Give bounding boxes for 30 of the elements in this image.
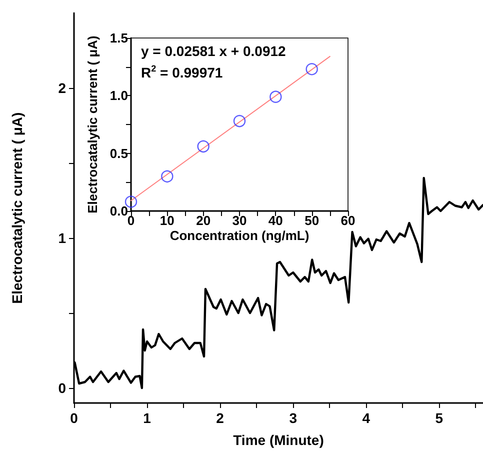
x-tick-label: 0: [70, 410, 78, 426]
x-tick-label: 10: [160, 213, 174, 228]
x-tick-label: 60: [340, 213, 356, 228]
x-tick-label: 30: [232, 213, 247, 228]
x-tick-label: 1: [143, 410, 152, 426]
y-tick-label: 1.5: [110, 30, 128, 46]
y-axis-title: Electrocatalytic current ( μA): [9, 112, 25, 304]
y-tick-label: 2: [58, 80, 66, 96]
point: [270, 90, 282, 103]
x-tick-label: 40: [268, 213, 283, 228]
y-axis-title: Electrocatalytic current ( μA): [85, 36, 100, 214]
x-tick-label: 4: [362, 410, 370, 426]
point: [124, 196, 138, 208]
x-tick-label: 2: [216, 410, 224, 426]
x-tick-label: 3: [289, 410, 298, 426]
x-tick-label: 5: [435, 410, 444, 426]
x-tick-label: 20: [196, 213, 211, 228]
point: [161, 170, 174, 182]
point: [197, 140, 210, 153]
annotation: y = 0.02581 x + 0.0912: [141, 43, 286, 59]
y-tick-label: 0.0: [110, 204, 128, 218]
y-tick-label: 1.0: [110, 88, 128, 104]
point: [233, 114, 246, 128]
x-tick-label: 50: [304, 213, 320, 228]
x-axis-title: Time (Minute): [233, 432, 324, 448]
y-tick-label: 1: [58, 230, 66, 246]
y-tick-label: 0.5: [110, 146, 128, 161]
point: [306, 63, 318, 76]
y-tick-label: 0: [58, 380, 66, 396]
x-axis-title: Concentration (ng/mL): [170, 228, 310, 243]
